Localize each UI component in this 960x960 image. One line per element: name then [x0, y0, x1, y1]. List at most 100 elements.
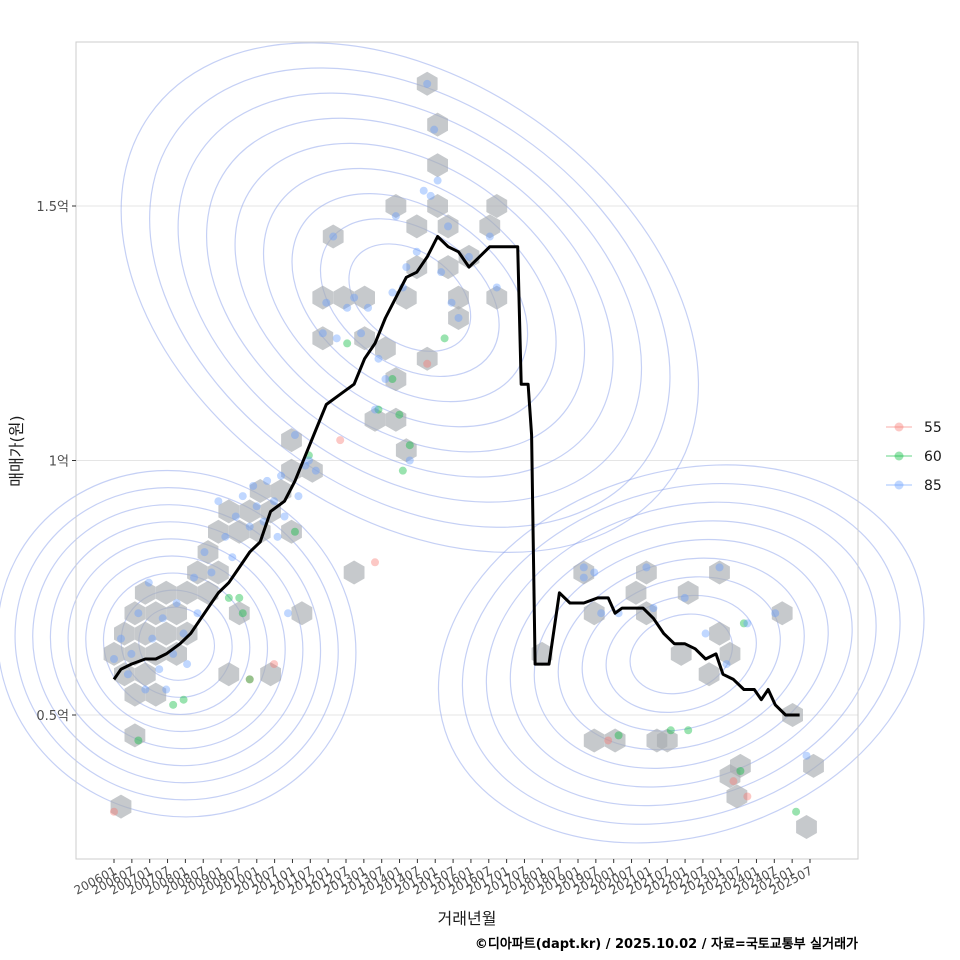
scatter-point-55: [743, 792, 752, 801]
scatter-point-85: [492, 283, 501, 292]
scatter-point-85: [371, 405, 379, 414]
scatter-point-85: [357, 329, 366, 338]
panel-border: [75, 41, 859, 860]
scatter-point-85: [412, 247, 421, 256]
hexbin: [385, 367, 407, 392]
scatter-point-85: [447, 298, 456, 307]
hexbin: [448, 285, 469, 310]
hexbin: [134, 621, 156, 646]
hexbin: [145, 601, 167, 626]
scatter-point-85: [437, 268, 446, 277]
scatter-point-85: [231, 512, 240, 521]
scatter-points: [110, 79, 811, 816]
scatter-point-60: [666, 726, 675, 735]
hexbin: [730, 753, 751, 778]
scatter-point-85: [200, 548, 209, 557]
hexbin: [726, 784, 748, 809]
scatter-point-60: [224, 593, 233, 602]
scatter-point-85: [433, 176, 442, 185]
y-axis-title: 매매가(원): [7, 415, 26, 486]
scatter-point-85: [402, 263, 411, 272]
scatter-point-55: [371, 558, 379, 567]
hexbin: [110, 794, 132, 819]
scatter-point-85: [116, 634, 125, 643]
scatter-point-85: [290, 431, 299, 440]
scatter-point-85: [322, 298, 331, 307]
scatter-point-85: [454, 313, 463, 322]
hexbin: [375, 336, 396, 361]
hexbin: [479, 214, 501, 239]
hexbin: [134, 580, 156, 605]
y-tick-label: 1억: [49, 455, 69, 470]
scatter-point-85: [350, 293, 359, 302]
hexbin: [486, 285, 508, 310]
hexbin: [448, 306, 469, 330]
legend-label: 85: [924, 478, 942, 494]
scatter-point-85: [273, 532, 282, 541]
scatter-point-85: [802, 751, 811, 760]
scatter-point-85: [579, 573, 588, 582]
hexbin: [281, 519, 302, 544]
density-contour: [437, 464, 925, 844]
scatter-point-85: [228, 553, 237, 562]
density-contour: [461, 482, 901, 825]
scatter-point-55: [423, 359, 432, 368]
hexbin: [427, 153, 448, 178]
density-contour: [533, 538, 829, 769]
density-contour: [234, 142, 586, 453]
scatter-point-85: [304, 456, 313, 465]
panel-grid: [76, 205, 858, 716]
hexbin: [573, 560, 595, 585]
hexbin: [145, 682, 167, 707]
hexbin: [176, 580, 198, 605]
hexbin: [312, 285, 334, 310]
density-contour: [348, 243, 472, 352]
scatter-point-85: [141, 685, 150, 694]
scatter-point-85: [405, 456, 414, 465]
hexbin: [218, 499, 240, 524]
scatter-point-60: [440, 334, 449, 343]
trend-line-layer: [112, 235, 800, 717]
y-tick-label: 1.5억: [36, 200, 69, 215]
hexbin: [249, 479, 271, 503]
scatter-point-85: [214, 497, 223, 506]
scatter-point-85: [134, 609, 143, 618]
caption: ©디아파트(dapt.kr) / 2025.10.02 / 자료=국토교통부 실…: [475, 936, 858, 952]
scatter-point-85: [701, 629, 710, 638]
scatter-point-85: [680, 593, 689, 602]
scatter-point-60: [739, 619, 748, 628]
scatter-point-85: [485, 232, 494, 241]
scatter-point-60: [290, 527, 299, 536]
hexbin: [187, 560, 208, 585]
hexbin: [291, 601, 313, 626]
scatter-point-85: [148, 634, 157, 643]
hexbin: [395, 285, 417, 310]
hexbin: [176, 621, 198, 646]
scatter-point-85: [715, 563, 724, 572]
hexbin: [364, 407, 386, 432]
scatter-point-85: [238, 492, 247, 501]
hexbin: [155, 580, 177, 605]
hexbin: [197, 540, 219, 565]
legend-key-point: [894, 422, 904, 432]
hexbin: [312, 326, 334, 351]
scatter-point-85: [419, 186, 428, 195]
scatter-point-85: [388, 288, 397, 297]
hexbin: [354, 285, 375, 310]
hexbin: [437, 255, 459, 280]
hexbin: [427, 194, 448, 218]
hexbin: [124, 723, 146, 748]
legend-key-point: [894, 451, 904, 461]
legend-key-point: [894, 480, 904, 490]
scatter-point-60: [398, 466, 407, 475]
density-contour: [485, 501, 877, 807]
scatter-point-85: [249, 481, 258, 490]
hexbin: [228, 519, 250, 544]
hexbin: [343, 560, 365, 585]
scatter-point-55: [604, 736, 613, 745]
scatter-point-60: [169, 700, 178, 709]
scatter-point-85: [332, 334, 341, 343]
scatter-point-85: [127, 649, 136, 658]
density-contour: [605, 594, 757, 714]
